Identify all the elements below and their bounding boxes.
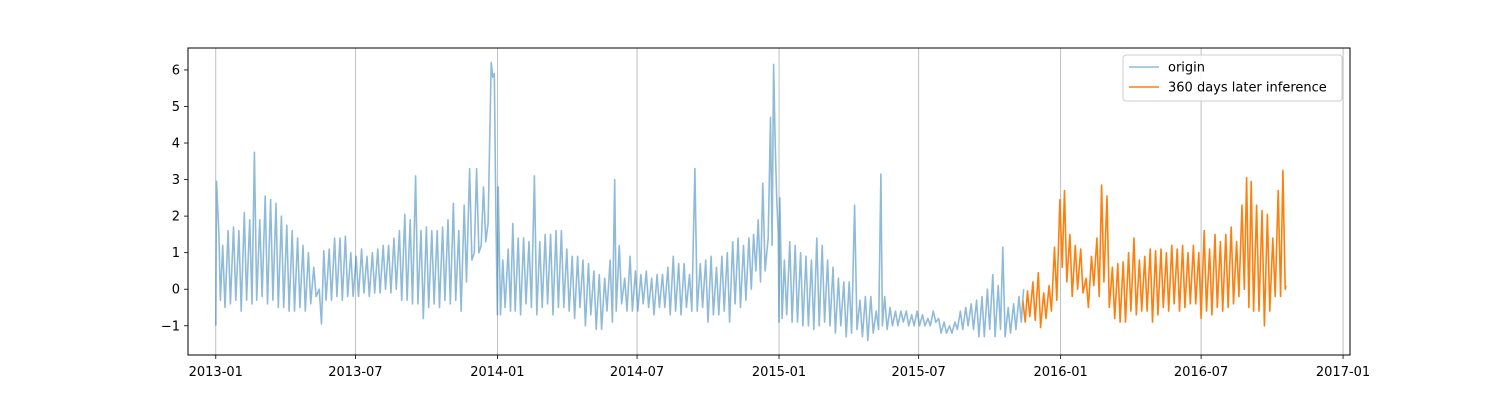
series-lines	[215, 61, 1287, 342]
y-tick-label: 5	[172, 100, 180, 115]
y-tick-label: 6	[172, 63, 180, 78]
legend-label: 360 days later inference	[1168, 81, 1327, 96]
x-tick-label: 2015-01	[752, 365, 806, 380]
y-tick-label: 4	[172, 137, 180, 152]
y-tick-label: 3	[172, 173, 180, 188]
y-tick-label: 0	[172, 283, 180, 298]
series-line-inference	[1022, 169, 1287, 329]
x-tick-label: 2016-07	[1174, 365, 1228, 380]
series-line-origin	[215, 61, 1025, 342]
plot-frame	[187, 47, 1351, 356]
x-tick-label: 2016-01	[1033, 365, 1087, 380]
legend-box	[1122, 54, 1343, 102]
y-tick-label: 1	[172, 246, 180, 261]
x-tick-label: 2015-07	[892, 365, 946, 380]
legend-label: origin	[1168, 61, 1205, 76]
legend: origin 360 days later inference	[1122, 54, 1343, 102]
x-tick-label: 2017-01	[1316, 365, 1370, 380]
x-tick-label: 2014-01	[470, 365, 524, 380]
x-tick-label: 2013-01	[189, 365, 243, 380]
y-axis-ticks: −1 0 1 2 3 4 5 6	[161, 63, 188, 334]
x-tick-label: 2014-07	[610, 365, 664, 380]
x-axis-ticks: 2013-01 2013-07 2014-01 2014-07 2015-01 2015-…	[189, 355, 1370, 380]
x-tick-label: 2013-07	[328, 365, 382, 380]
y-tick-label: 2	[172, 210, 180, 225]
y-tick-label: −1	[161, 319, 180, 334]
